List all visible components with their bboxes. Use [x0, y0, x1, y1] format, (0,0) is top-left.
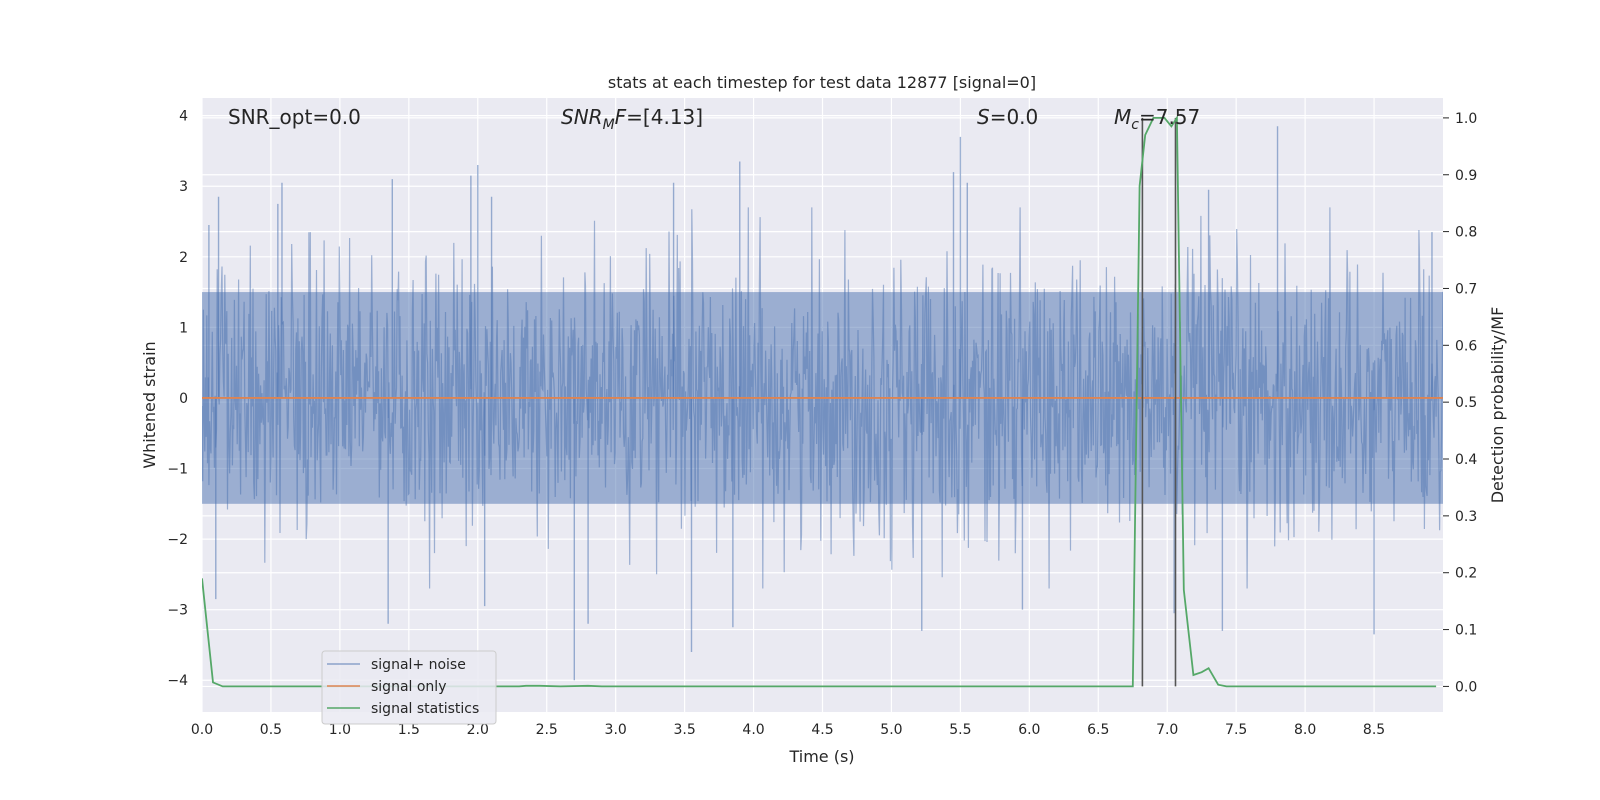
- y-right-tick-label: 1.0: [1455, 111, 1477, 127]
- y-left-tick-label: −4: [167, 673, 188, 689]
- legend-label-signal-noise: signal+ noise: [371, 657, 466, 673]
- y-right-tick-label: 0.7: [1455, 281, 1477, 297]
- x-tick-label: 0.5: [260, 722, 282, 738]
- x-tick-label: 3.0: [605, 722, 627, 738]
- chart-title: stats at each timestep for test data 128…: [608, 73, 1036, 92]
- y-right-tick-label: 0.8: [1455, 225, 1477, 241]
- annotation-s: S=0.0: [977, 105, 1038, 129]
- x-tick-label: 7.0: [1156, 722, 1178, 738]
- y-right-axis-label: Detection probability/MF: [1488, 307, 1507, 504]
- y-left-tick-label: 0: [179, 391, 188, 407]
- x-tick-label: 7.5: [1225, 722, 1247, 738]
- x-tick-label: 1.0: [329, 722, 351, 738]
- x-tick-label: 6.5: [1087, 722, 1109, 738]
- legend: signal+ noise signal only signal statist…: [321, 650, 497, 725]
- legend-box: [321, 650, 497, 725]
- annotation-mc: Mc=7.57: [1114, 105, 1200, 133]
- y-right-tick-label: 0.6: [1455, 338, 1477, 354]
- mc-subscript: c: [1131, 117, 1139, 133]
- y-left-tick-label: −1: [167, 462, 188, 478]
- s-value: =0.0: [990, 105, 1039, 129]
- y-right-tick-label: 0.2: [1455, 566, 1477, 582]
- y-left-tick-label: 3: [179, 179, 188, 195]
- x-tick-label: 4.5: [811, 722, 833, 738]
- y-right-tick-label: 0.9: [1455, 168, 1477, 184]
- annotation-snr-mf: SNRMF=[4.13]: [561, 105, 703, 133]
- y-right-tick-label: 0.1: [1455, 623, 1477, 639]
- y-right-tick-label: 0.5: [1455, 395, 1477, 411]
- y-left-tick-label: −2: [167, 532, 188, 548]
- x-tick-label: 8.5: [1363, 722, 1385, 738]
- y-right-tick-label: 0.0: [1455, 679, 1477, 695]
- snr-mf-value: =[4.13]: [626, 105, 703, 129]
- snr-mf-symbol: SNR: [561, 105, 603, 129]
- x-tick-label: 5.0: [880, 722, 902, 738]
- snr-mf-symbol-2: F: [615, 105, 627, 129]
- x-tick-label: 8.0: [1294, 722, 1316, 738]
- x-tick-label: 6.0: [1018, 722, 1040, 738]
- y-left-tick-label: −3: [167, 603, 188, 619]
- y-left-tick-label: 4: [179, 109, 188, 125]
- series-signal-noise-line: [202, 207, 1443, 589]
- x-tick-label: 3.5: [673, 722, 695, 738]
- x-tick-label: 5.5: [949, 722, 971, 738]
- y-right-axis-ticks: 1.0 0.9 0.8 0.7 0.6 0.5 0.4 0.3 0.2 0.1 0.0: [1443, 111, 1477, 695]
- x-tick-label: 4.0: [742, 722, 764, 738]
- x-tick-label: 2.0: [467, 722, 489, 738]
- y-left-tick-label: 2: [179, 250, 188, 266]
- legend-label-signal-statistics: signal statistics: [371, 701, 479, 717]
- y-left-axis-ticks: 4 3 2 1 0 −1 −2 −3 −4: [167, 109, 188, 690]
- s-symbol: S: [977, 105, 990, 129]
- y-left-axis-label: Whitened strain: [140, 341, 159, 468]
- snr-mf-subscript: M: [603, 117, 615, 133]
- legend-label-signal-only: signal only: [371, 679, 446, 695]
- y-right-tick-label: 0.3: [1455, 509, 1477, 525]
- mc-value: =7.57: [1139, 105, 1200, 129]
- x-axis-label: Time (s): [788, 747, 854, 766]
- annotation-snr-opt: SNR_opt=0.0: [228, 105, 361, 129]
- series-layer: [202, 114, 1443, 688]
- x-axis-ticks: 0.0 0.5 1.0 1.5 2.0 2.5 3.0 3.5 4.0 4.5 5.0 5.5 6.0 6…: [191, 722, 1385, 738]
- y-left-tick-label: 1: [179, 320, 188, 336]
- mc-symbol: M: [1114, 105, 1131, 129]
- x-tick-label: 0.0: [191, 722, 213, 738]
- x-tick-label: 2.5: [536, 722, 558, 738]
- x-tick-label: 1.5: [398, 722, 420, 738]
- y-right-tick-label: 0.4: [1455, 452, 1477, 468]
